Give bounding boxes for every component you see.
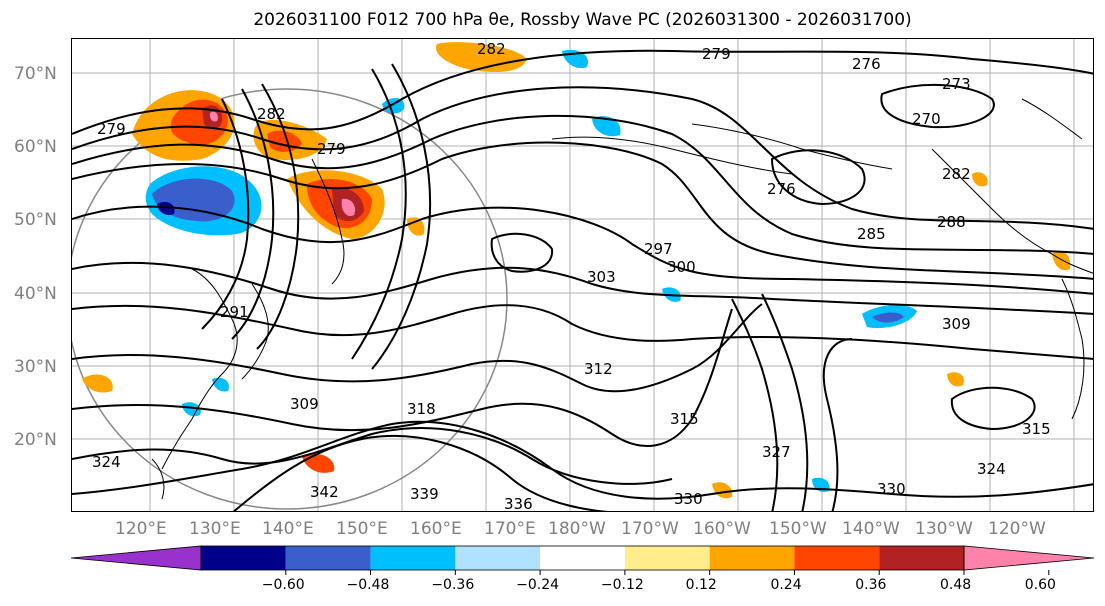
colorbar-tick-label: 0.60 <box>1024 577 1056 593</box>
map-canvas: 279 276 273 270 282 282 279 279 276 282 … <box>72 39 1093 512</box>
lat-label-20n: 20°N <box>14 430 57 450</box>
colorbar-segment <box>285 546 371 570</box>
lat-label-60n: 60°N <box>14 137 57 157</box>
lon-label-120e: 120°E <box>115 519 167 539</box>
contour-label: 342 <box>310 483 339 501</box>
lat-label-40n: 40°N <box>14 284 57 304</box>
contour-label: 288 <box>937 213 966 231</box>
colorbar-segment <box>455 546 541 570</box>
colorbar-segment <box>624 546 710 570</box>
lon-label-160e: 160°E <box>410 519 462 539</box>
contour-label: 282 <box>477 40 506 58</box>
colorbar-tick-label: −0.24 <box>516 577 560 593</box>
colorbar-outline <box>200 545 965 571</box>
contour-labels: 279 276 273 270 282 282 279 279 276 282 … <box>92 40 1051 512</box>
contour-label: 330 <box>877 480 906 498</box>
coastlines <box>151 98 1093 500</box>
anomaly-shading <box>82 42 1071 499</box>
contour-label: 336 <box>504 495 533 512</box>
colorbar-tick-label: 0.12 <box>685 577 717 593</box>
range-circle <box>72 88 508 510</box>
contour-label: 291 <box>220 303 249 321</box>
contour-label: 276 <box>852 55 881 73</box>
contour-label: 324 <box>92 453 121 471</box>
contour-label: 273 <box>942 75 971 93</box>
colorbar-segment <box>201 546 286 570</box>
colorbar-extend-high <box>963 545 1095 571</box>
lat-label-30n: 30°N <box>14 357 57 377</box>
map-panel: 279 276 273 270 282 282 279 279 276 282 … <box>71 38 1094 512</box>
lon-label-130w: 130°W <box>915 519 973 539</box>
colorbar-segment <box>879 546 964 570</box>
lon-label-180w: 180°W <box>548 519 606 539</box>
contour-label: 279 <box>317 140 346 158</box>
colorbar <box>70 545 1095 575</box>
contour-label: 318 <box>407 400 436 418</box>
lon-label-170w: 170°W <box>621 519 679 539</box>
colorbar-segment <box>709 546 795 570</box>
contour-label: 309 <box>942 315 971 333</box>
lon-label-150w: 150°W <box>769 519 827 539</box>
colorbar-tick-label: −0.60 <box>261 577 305 593</box>
theta-e-contours <box>72 49 1093 511</box>
contour-label: 276 <box>767 180 796 198</box>
contour-label: 279 <box>97 120 126 138</box>
colorbar-segment <box>540 546 625 570</box>
lat-label-50n: 50°N <box>14 210 57 230</box>
contour-label: 300 <box>667 258 696 276</box>
contour-label: 279 <box>702 45 731 63</box>
contour-label: 327 <box>762 443 791 461</box>
colorbar-extend-low <box>70 545 202 571</box>
contour-label: 339 <box>410 485 439 503</box>
gridlines <box>72 39 1093 511</box>
map-title: 2026031100 F012 700 hPa θe, Rossby Wave … <box>253 10 912 30</box>
lon-label-130e: 130°E <box>189 519 241 539</box>
lon-label-140e: 140°E <box>262 519 314 539</box>
contour-label: 330 <box>674 490 703 508</box>
contour-label: 312 <box>584 360 613 378</box>
contour-label: 270 <box>912 110 941 128</box>
colorbar-tick-label: 0.36 <box>855 577 887 593</box>
colorbar-segments <box>70 545 1095 575</box>
contour-label: 303 <box>587 268 616 286</box>
contour-label: 285 <box>857 225 886 243</box>
contour-label: 315 <box>1022 420 1051 438</box>
lon-label-160w: 160°W <box>693 519 751 539</box>
colorbar-tick-label: −0.36 <box>431 577 475 593</box>
colorbar-tick-label: −0.12 <box>600 577 644 593</box>
contour-label: 309 <box>290 395 319 413</box>
contour-label: 315 <box>670 410 699 428</box>
colorbar-tick-label: 0.48 <box>940 577 972 593</box>
lon-label-140w: 140°W <box>842 519 900 539</box>
lon-label-150e: 150°E <box>336 519 388 539</box>
colorbar-segment <box>794 546 880 570</box>
contour-label: 282 <box>257 105 286 123</box>
colorbar-tick-label: −0.48 <box>346 577 390 593</box>
colorbar-segment <box>370 546 456 570</box>
lat-label-70n: 70°N <box>14 64 57 84</box>
colorbar-tick-label: 0.24 <box>770 577 802 593</box>
contour-label: 282 <box>942 165 971 183</box>
lon-label-170e: 170°E <box>484 519 536 539</box>
contour-label: 297 <box>644 240 673 258</box>
lon-label-120w: 120°W <box>988 519 1046 539</box>
contour-label: 324 <box>977 460 1006 478</box>
